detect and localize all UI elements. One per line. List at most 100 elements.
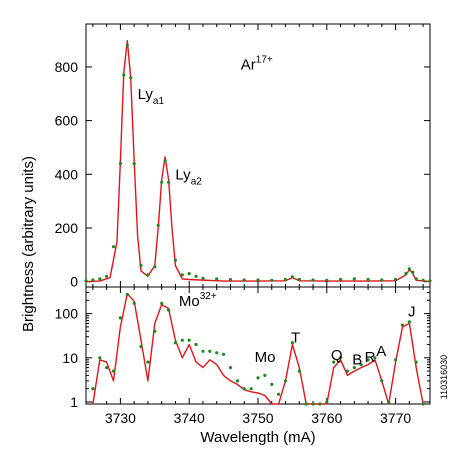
bottom-green-data-point bbox=[270, 382, 274, 386]
bottom-annotation: A bbox=[376, 343, 386, 360]
top-annotations: Ar17+ Lya1 Lya2 bbox=[138, 55, 273, 188]
bottom-annotation: Mo bbox=[255, 349, 276, 366]
top-y-tick-label: 200 bbox=[55, 220, 79, 236]
top-y-tick-label: 400 bbox=[55, 166, 79, 182]
top-series-group bbox=[84, 39, 432, 283]
top-green-data-point bbox=[256, 278, 260, 282]
bottom-green-data-point bbox=[387, 400, 391, 404]
x-tick-label: 3770 bbox=[380, 410, 411, 426]
bottom-green-data-point bbox=[421, 402, 425, 406]
bottom-green-data-point bbox=[105, 366, 109, 370]
bottom-green-data-point bbox=[263, 373, 267, 377]
top-panel: 0 200 400 600 800 Ar17+ Lya1 Lya2 bbox=[55, 23, 432, 290]
top-green-data-point bbox=[122, 73, 126, 77]
bottom-green-data-point bbox=[304, 402, 308, 406]
top-annotation-subscript: a1 bbox=[153, 96, 165, 107]
bottom-y-tick-label: 1 bbox=[70, 394, 78, 410]
top-green-data-point bbox=[160, 180, 164, 184]
bottom-green-data-point bbox=[167, 308, 171, 312]
top-green-data-point bbox=[139, 263, 143, 268]
top-green-data-point bbox=[380, 278, 384, 282]
top-green-data-point bbox=[91, 278, 95, 282]
bottom-annotation-superscript: 32+ bbox=[200, 291, 217, 302]
top-green-data-point bbox=[215, 277, 219, 281]
top-annotation: Lya2 bbox=[175, 167, 202, 188]
top-red-fit-line bbox=[85, 39, 431, 283]
top-y-tick-label: 0 bbox=[70, 274, 78, 290]
bottom-green-data-point bbox=[394, 358, 398, 362]
top-y-tick-label: 600 bbox=[55, 113, 79, 129]
top-green-data-point bbox=[105, 274, 109, 278]
bottom-annotation: J bbox=[408, 304, 416, 321]
top-annotation-superscript: 17+ bbox=[256, 55, 273, 66]
bottom-green-data-point bbox=[187, 338, 191, 342]
top-green-data-point bbox=[173, 258, 177, 262]
top-green-data-point bbox=[111, 245, 116, 249]
top-green-data-point bbox=[414, 277, 418, 281]
bottom-green-data-point bbox=[366, 358, 370, 362]
top-green-data-point bbox=[270, 278, 274, 282]
bottom-green-data-point bbox=[146, 360, 150, 364]
top-green-data-point bbox=[325, 278, 329, 282]
top-green-data-point bbox=[421, 278, 425, 282]
top-green-data-point bbox=[297, 277, 301, 282]
x-axis-title: Wavelength (mA) bbox=[200, 429, 315, 446]
top-green-data-point bbox=[194, 274, 198, 278]
bottom-green-data-point bbox=[249, 387, 253, 391]
bottom-green-data-point bbox=[318, 402, 322, 406]
top-green-data-point bbox=[156, 223, 160, 227]
top-green-data-point bbox=[411, 270, 415, 274]
top-green-data-point bbox=[407, 267, 411, 271]
top-green-data-point bbox=[180, 273, 184, 277]
bottom-green-data-point bbox=[339, 356, 343, 360]
side-id-label: 110316030 bbox=[439, 355, 449, 399]
x-tick-label: 3740 bbox=[174, 410, 205, 426]
bottom-green-data-point bbox=[407, 320, 411, 324]
bottom-green-data-point bbox=[132, 301, 136, 305]
top-green-data-point bbox=[187, 272, 191, 276]
top-y-tick-label: 800 bbox=[55, 59, 79, 75]
bottom-green-data-point bbox=[173, 341, 177, 345]
bottom-annotations: Mo32+ Mo T Q B R A J bbox=[179, 291, 416, 369]
bottom-green-data-point bbox=[111, 369, 116, 373]
top-green-data-point bbox=[146, 273, 150, 277]
bottom-y-tick-label: 10 bbox=[62, 350, 78, 366]
top-green-data-point bbox=[84, 279, 88, 283]
top-green-data-point bbox=[153, 265, 157, 269]
bottom-green-data-point bbox=[118, 316, 122, 320]
y-axis-title: Brightness (arbitrary units) bbox=[20, 156, 37, 332]
bottom-annotation: B bbox=[352, 352, 362, 369]
bottom-y-tick-label: 100 bbox=[55, 306, 79, 322]
top-annotation: Ar17+ bbox=[241, 55, 273, 74]
top-green-data-point bbox=[311, 278, 315, 282]
top-green-data-point bbox=[242, 278, 246, 282]
top-green-data-point bbox=[98, 277, 102, 281]
top-green-data-point bbox=[352, 277, 356, 281]
bottom-green-data-point bbox=[180, 338, 184, 342]
bottom-annotation: R bbox=[365, 349, 376, 366]
top-green-data-point bbox=[366, 277, 370, 282]
bottom-green-data-point bbox=[139, 344, 143, 349]
top-green-data-point bbox=[125, 43, 129, 48]
bottom-green-data-point bbox=[201, 349, 205, 353]
bottom-green-data-point bbox=[153, 329, 157, 333]
bottom-green-data-point bbox=[297, 369, 301, 373]
bottom-green-data-point bbox=[242, 387, 246, 391]
top-green-data-point bbox=[118, 162, 122, 166]
bottom-annotation: T bbox=[291, 330, 300, 347]
bottom-annotation: Mo32+ bbox=[179, 291, 217, 310]
bottom-green-data-point bbox=[256, 376, 260, 380]
bottom-green-data-point bbox=[215, 351, 219, 355]
bottom-green-data-point bbox=[311, 402, 315, 406]
x-tick-label: 3730 bbox=[105, 410, 136, 426]
bottom-green-data-point bbox=[160, 301, 164, 305]
top-green-data-point bbox=[129, 76, 133, 80]
bottom-green-data-point bbox=[222, 352, 226, 356]
top-annotation-subscript: a2 bbox=[191, 177, 203, 188]
top-green-data-point bbox=[290, 275, 294, 279]
bottom-red-fit-line bbox=[92, 293, 424, 405]
bottom-series-group bbox=[91, 292, 425, 406]
bottom-green-data-point bbox=[332, 360, 336, 364]
